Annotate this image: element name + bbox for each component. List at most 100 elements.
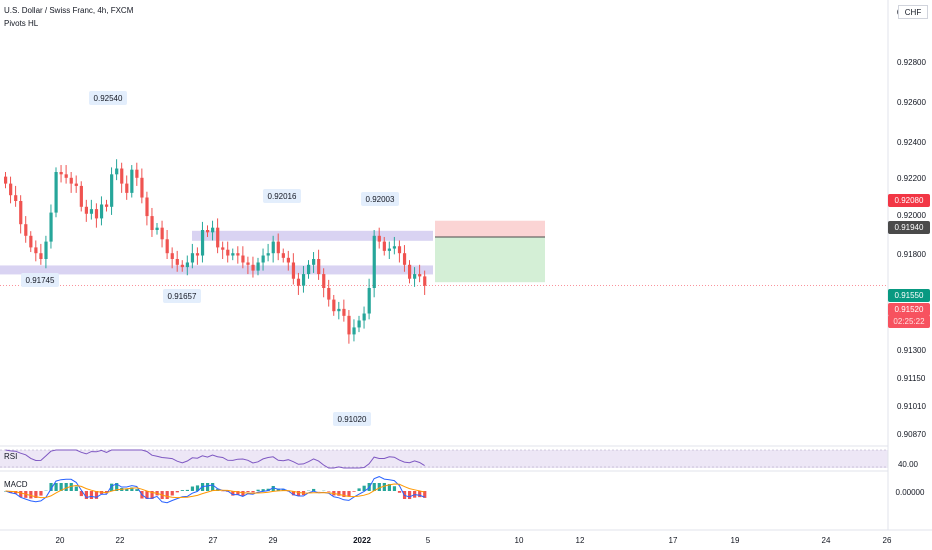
macd-histogram-bar [408, 491, 412, 499]
macd-histogram-bar [337, 491, 341, 496]
macd-histogram-bar [231, 491, 235, 496]
time-tick: 26 [883, 536, 892, 545]
candle [332, 299, 336, 312]
candle [115, 168, 119, 175]
macd-histogram-bar [59, 483, 63, 491]
macd-histogram-bar [266, 488, 270, 491]
candle [397, 246, 402, 254]
candle [322, 274, 326, 288]
support-band [0, 265, 433, 275]
candle [39, 253, 43, 259]
macd-histogram-bar [236, 491, 240, 495]
candle [84, 206, 88, 214]
rsi-line [5, 449, 425, 469]
macd-histogram-bar [125, 488, 129, 491]
macd-histogram-bar [382, 483, 386, 491]
candle [413, 274, 417, 279]
pivot-label-box [21, 273, 59, 287]
price-tick: 0.92200 [897, 174, 926, 183]
macd-histogram-bar [145, 491, 149, 499]
candle [125, 183, 129, 193]
rsi-band [0, 450, 888, 468]
time-tick: 17 [669, 536, 678, 545]
macd-histogram-bar [54, 483, 58, 491]
time-tick: 29 [269, 536, 278, 545]
macd-histogram-bar [170, 491, 174, 496]
candle [286, 257, 290, 263]
pivot-label-box [89, 91, 127, 105]
macd-histogram-bar [296, 491, 301, 497]
macd-histogram-bar [180, 490, 184, 491]
candle [357, 320, 361, 328]
candle [367, 288, 371, 314]
candle [170, 253, 174, 259]
macd-histogram-bar [64, 483, 68, 491]
candle [392, 246, 397, 249]
candle [54, 172, 58, 213]
macd-histogram-bar [195, 485, 200, 491]
candle [185, 262, 189, 268]
macd-histogram-bar [150, 491, 154, 499]
macd-histogram-bar [190, 486, 195, 491]
candle [241, 255, 245, 263]
pivot-label: 0.92016 [268, 192, 297, 201]
rsi-level-label: 40.00 [897, 460, 919, 469]
macd-histogram-bar [352, 491, 356, 492]
candle [206, 230, 210, 233]
candle [301, 274, 306, 286]
candle [9, 183, 13, 196]
macd-histogram-bar [261, 489, 265, 491]
candle [271, 241, 275, 254]
macd-histogram-bar [135, 489, 139, 491]
candle [352, 327, 356, 335]
macd-histogram-bar [271, 485, 275, 491]
candle [327, 288, 331, 300]
pivot-label: 0.91745 [26, 276, 55, 285]
candle [296, 278, 301, 286]
pivot-label: 0.91020 [338, 415, 367, 424]
macd-histogram-bar [49, 483, 53, 491]
macd-histogram-bar [347, 491, 351, 497]
macd-histogram-bar [19, 491, 23, 498]
macd-histogram-bar [241, 491, 245, 496]
candle [135, 169, 139, 178]
target-price-tag: 0.91550 [888, 289, 930, 302]
macd-histogram-bar [342, 491, 346, 498]
candle [69, 177, 73, 184]
candle [145, 197, 149, 217]
candle [195, 253, 200, 256]
pivot-label-box [333, 412, 371, 426]
candle [236, 253, 240, 256]
candle [110, 174, 114, 207]
candle [291, 262, 296, 279]
time-tick: 20 [56, 536, 65, 545]
candle [231, 253, 235, 256]
candle [246, 262, 250, 265]
signal-line [5, 483, 425, 499]
macd-histogram-bar [392, 486, 397, 491]
time-tick: 10 [515, 536, 524, 545]
candle [256, 262, 260, 271]
candle [190, 253, 195, 263]
macd-histogram-bar [246, 491, 250, 492]
candle [34, 247, 38, 254]
candle [94, 209, 99, 219]
macd-histogram-bar [377, 483, 381, 491]
candle [160, 227, 164, 240]
candle [216, 227, 220, 248]
candle [377, 235, 381, 242]
macd-histogram-bar [130, 487, 134, 491]
macd-histogram-bar [94, 491, 99, 499]
candle [14, 195, 18, 201]
currency-label[interactable]: CHF [898, 5, 928, 19]
macd-histogram-bar [175, 491, 179, 493]
pivot-label: 0.92540 [94, 94, 123, 103]
indicator-name: Pivots HL [4, 19, 39, 28]
stop-zone [435, 220, 545, 237]
candle [281, 253, 285, 258]
candle [49, 212, 53, 242]
macd-histogram-bar [423, 491, 427, 498]
macd-histogram-bar [312, 488, 316, 491]
time-tick: 12 [576, 536, 585, 545]
